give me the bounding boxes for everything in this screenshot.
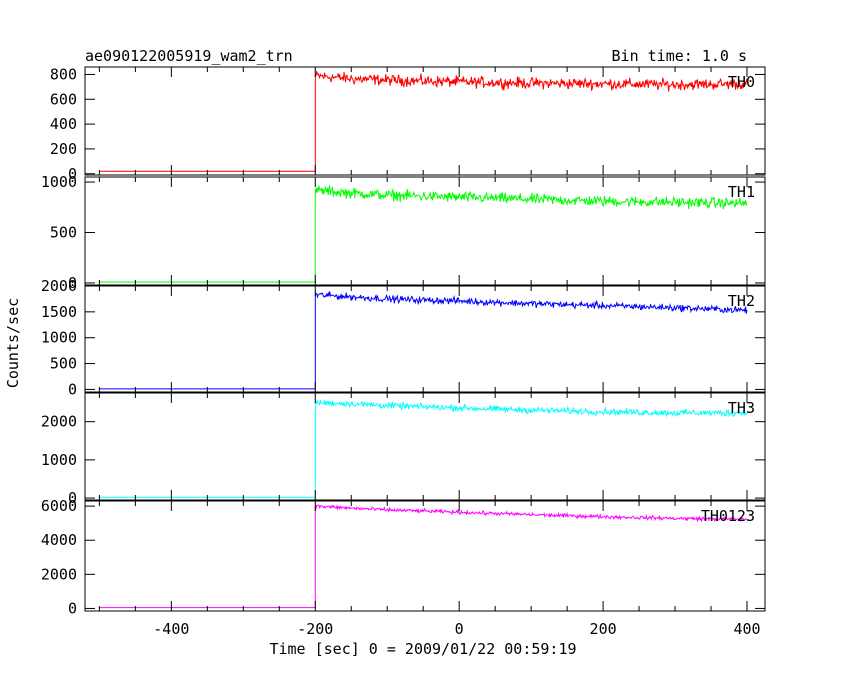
series-line-th2 [99, 291, 748, 390]
chart-title: ae090122005919_wam2_trn [85, 47, 293, 65]
y-tick-label: 4000 [41, 531, 77, 549]
y-tick-label: 600 [50, 90, 77, 108]
panel-label-th1: TH1 [728, 183, 755, 201]
x-tick-label: -200 [297, 620, 333, 638]
x-tick-label: 400 [733, 620, 760, 638]
y-tick-label: 800 [50, 65, 77, 83]
panel-label-th3: TH3 [728, 399, 755, 417]
y-tick-label: 2000 [41, 277, 77, 295]
panel-frame-th1 [84, 176, 766, 286]
x-tick-label: 200 [590, 620, 617, 638]
y-tick-label: 0 [68, 380, 77, 398]
y-axis-title: Counts/sec [4, 298, 22, 388]
x-axis-title: Time [sec] 0 = 2009/01/22 00:59:19 [269, 640, 576, 658]
y-tick-label: 1000 [41, 451, 77, 469]
y-tick-label: 0 [68, 489, 77, 507]
y-tick-label: 1000 [41, 329, 77, 347]
panel-label-th0123: TH0123 [701, 507, 755, 525]
panel-label-th2: TH2 [728, 292, 755, 310]
panel-label-th0: TH0 [728, 73, 755, 91]
panel-frame-th0 [84, 66, 766, 176]
series-line-th0123 [99, 504, 748, 609]
y-tick-label: 400 [50, 115, 77, 133]
y-tick-label: 200 [50, 140, 77, 158]
y-tick-label: 1500 [41, 303, 77, 321]
y-tick-label: 0 [68, 274, 77, 292]
x-tick-label: -400 [153, 620, 189, 638]
y-tick-label: 1000 [41, 173, 77, 191]
y-tick-label: 2000 [41, 565, 77, 583]
series-line-th3 [99, 399, 748, 498]
series-line-th1 [99, 185, 748, 283]
y-tick-label: 500 [50, 355, 77, 373]
y-tick-label: 0 [68, 599, 77, 617]
series-line-th0 [99, 71, 748, 172]
panels-group: 0 200 400 600 800 TH0 0 500 1000 TH1 0 500 1000 1500 2… [41, 65, 766, 638]
panel-frame-th2 [84, 285, 766, 393]
panel-frame-th0123 [84, 500, 766, 612]
y-tick-label: 0 [68, 165, 77, 183]
panel-frame-th3 [84, 392, 766, 501]
y-tick-label: 6000 [41, 497, 77, 515]
x-tick-label: 0 [455, 620, 464, 638]
y-tick-label: 2000 [41, 413, 77, 431]
y-tick-label: 500 [50, 224, 77, 242]
bin-time-label: Bin time: 1.0 s [612, 47, 747, 65]
